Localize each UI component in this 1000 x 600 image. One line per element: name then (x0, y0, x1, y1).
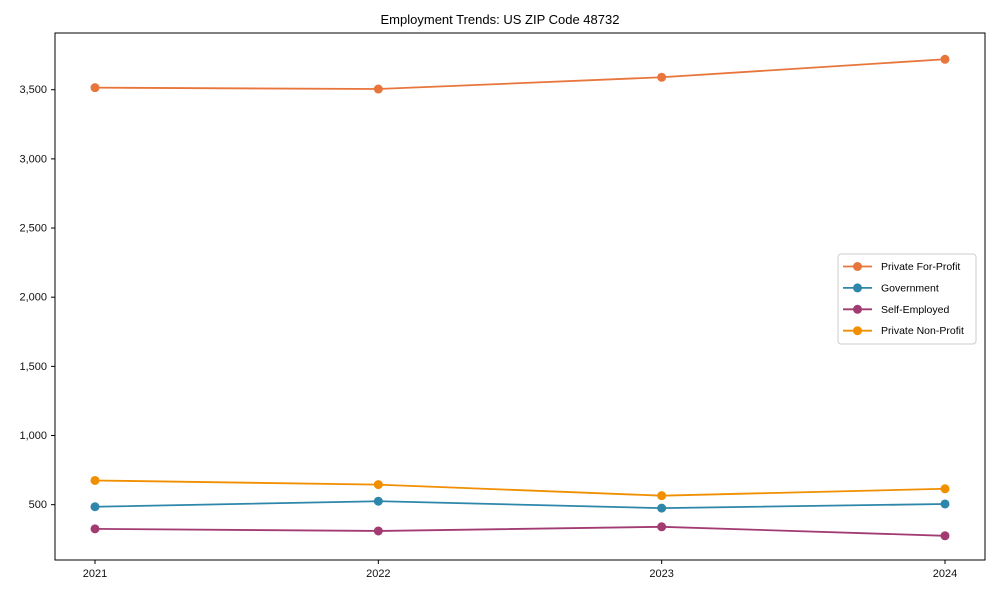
series-line-private-non-profit (94, 479, 946, 497)
y-tick-label: 3,000 (19, 153, 47, 165)
data-point-private-for-profit-2023 (657, 72, 667, 82)
legend-marker-private-non-profit (853, 326, 862, 336)
data-point-self-employed-2021 (90, 524, 100, 534)
x-tick-label: 2022 (366, 568, 390, 580)
legend-label-self-employed: Self-Employed (881, 304, 949, 316)
data-point-self-employed-2024 (940, 531, 950, 541)
legend-marker-private-for-profit (853, 262, 862, 271)
data-point-self-employed-2023 (657, 522, 667, 532)
legend-box (837, 253, 977, 345)
data-point-self-employed-2022 (373, 526, 383, 536)
data-point-government-2023 (657, 503, 667, 513)
y-tick-label: 1,000 (19, 430, 47, 442)
data-point-government-2024 (940, 499, 950, 509)
x-tick-label: 2024 (933, 568, 957, 580)
data-point-private-non-profit-2022 (373, 480, 383, 490)
data-point-private-for-profit-2022 (373, 84, 383, 94)
legend-label-private-non-profit: Private Non-Profit (881, 325, 964, 337)
legend-marker-self-employed (853, 304, 862, 314)
y-tick-label: 2,500 (19, 223, 47, 235)
series-line-government (94, 500, 946, 510)
legend-marker-government (853, 283, 862, 293)
y-tick-label: 2,000 (19, 292, 47, 304)
plot-border (54, 32, 986, 561)
data-point-government-2022 (373, 496, 383, 506)
data-point-government-2021 (90, 502, 100, 512)
legend-label-private-for-profit: Private For-Profit (881, 261, 960, 273)
series-line-self-employed (94, 525, 946, 537)
y-tick-label: 1,500 (19, 361, 47, 373)
data-point-private-non-profit-2024 (940, 484, 950, 494)
y-tick-label: 500 (29, 499, 47, 511)
data-point-private-non-profit-2023 (657, 491, 667, 501)
y-tick-label: 3,500 (19, 84, 47, 96)
chart-title: Employment Trends: US ZIP Code 48732 (380, 12, 620, 27)
legend-label-government: Government (881, 282, 939, 294)
data-point-private-non-profit-2021 (90, 475, 100, 485)
data-point-private-for-profit-2021 (90, 83, 100, 93)
x-tick-label: 2021 (83, 568, 107, 580)
data-point-private-for-profit-2024 (940, 54, 950, 64)
x-tick-label: 2023 (649, 568, 673, 580)
series-line-private-for-profit (94, 58, 946, 90)
